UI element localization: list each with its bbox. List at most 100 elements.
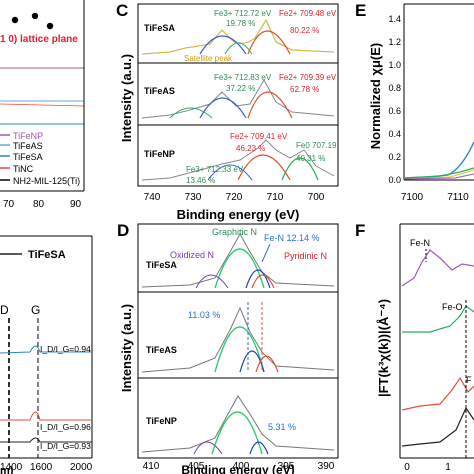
peak-marker-dot bbox=[46, 22, 54, 30]
x-tick-label: 400 bbox=[233, 461, 250, 472]
x-tick-label: 395 bbox=[278, 461, 295, 472]
x-tick-label: 0 bbox=[404, 462, 410, 473]
lattice-plane-label: 1 0) lattice plane bbox=[0, 34, 78, 45]
x-axis-label: Binding energy (eV) bbox=[181, 463, 294, 474]
fit-annotation: Fe2+ 709.41 eV bbox=[230, 132, 288, 141]
ratio-label: I_D/I_G=0.96 bbox=[40, 422, 91, 432]
graphitic-n-peak bbox=[214, 248, 265, 289]
satellite-fit bbox=[224, 42, 253, 55]
peak-label-g: G bbox=[31, 303, 40, 317]
legend-entry: TiFeSA bbox=[13, 152, 43, 162]
sample-label: TiFeNP bbox=[144, 149, 175, 159]
x-tick-label: 720 bbox=[226, 192, 243, 203]
diffraction-dots bbox=[11, 12, 54, 30]
ratio-label: I_D/I_G=0.94 bbox=[40, 344, 91, 354]
y-tick-label: 0.6 bbox=[388, 106, 401, 116]
fit-annotation: 19.78 % bbox=[226, 19, 255, 28]
fe-n-peak bbox=[249, 441, 269, 455]
fit-annotation: Graphitic N bbox=[212, 227, 257, 237]
fe-n-peak bbox=[245, 269, 271, 289]
x-tick-label: 70 bbox=[3, 199, 15, 210]
raman-trace bbox=[0, 345, 92, 354]
x-axis-label: Binding energy (eV) bbox=[177, 207, 300, 222]
sample-label: TiFeSA bbox=[146, 260, 177, 270]
fit-envelope bbox=[141, 19, 335, 55]
panel-b-partial: TiFeSA D G I_D/I_G=0.94 I_D/I_G=0.96 I_D… bbox=[0, 235, 93, 474]
fit-annotation: 11.03 % bbox=[188, 310, 220, 320]
fit-annotation: 13.46 % bbox=[186, 176, 215, 185]
sample-label: TiFeSA bbox=[144, 23, 175, 33]
oxidized-n-peak bbox=[193, 441, 223, 455]
raw-spectrum bbox=[141, 139, 335, 181]
x-ticks: 740 730 720 710 700 bbox=[144, 192, 325, 203]
raw-spectrum bbox=[141, 232, 335, 288]
x-tick-label: 700 bbox=[308, 192, 325, 203]
fe3-peak bbox=[199, 35, 247, 55]
xanes-trace bbox=[403, 167, 474, 179]
raman-trace bbox=[0, 437, 92, 443]
oxidized-n-peak bbox=[195, 274, 229, 289]
fit-annotation: Fe2+ 709.48 eV bbox=[279, 9, 337, 18]
fe-n-peak bbox=[239, 350, 265, 373]
legend-entry: TiNC bbox=[13, 164, 34, 174]
bond-annotation: F bbox=[466, 375, 472, 385]
y-tick-label: 0.0 bbox=[388, 175, 401, 185]
panel-letter: F bbox=[355, 221, 365, 240]
fit-annotation: Fe0 707.19 bbox=[296, 141, 337, 150]
fit-annotation: Fe2+ 709.39 eV bbox=[279, 73, 337, 82]
panel-letter: E bbox=[355, 1, 366, 20]
ratio-label: I_D/I_G=0.93 bbox=[40, 441, 91, 451]
raw-spectrum bbox=[141, 78, 335, 119]
peak-label-d: D bbox=[0, 303, 9, 317]
x-tick-label: 1600 bbox=[30, 462, 53, 473]
y-axis-label: Intensity (a.u.) bbox=[119, 54, 134, 142]
y-tick-label: 0.8 bbox=[388, 83, 401, 93]
legend: TiFeNP TiFeAS TiFeSA TiNC NH2-MIL-125(Ti… bbox=[0, 131, 80, 186]
peak-marker-dot bbox=[11, 16, 19, 24]
fit-annotation: 37.22 % bbox=[226, 84, 255, 93]
x-tick-label: 405 bbox=[188, 461, 205, 472]
peak-marker-dot bbox=[31, 12, 39, 20]
fe0-peak bbox=[281, 157, 319, 181]
x-tick-label: 1400 bbox=[0, 462, 23, 473]
sample-label: TiFeAS bbox=[144, 86, 175, 96]
x-tick-label: 7100 bbox=[401, 192, 424, 203]
panel-c: C Intensity (a.u.) TiFeSA Fe3+ 712.72 eV… bbox=[116, 1, 339, 222]
sample-label: TiFeNP bbox=[146, 416, 177, 426]
legend-entry: TiFeAS bbox=[13, 141, 43, 151]
y-axis-label: Normalized χμ(E) bbox=[368, 43, 383, 149]
x-tick-label: 730 bbox=[185, 192, 202, 203]
legend-entry: TiFeSA bbox=[28, 249, 66, 261]
satellite-fit bbox=[169, 107, 213, 119]
fit-annotation: Fe3+ 712.83 eV bbox=[214, 73, 272, 82]
x-tick-label: 740 bbox=[144, 192, 161, 203]
legend-entry: NH2-MIL-125(Ti) bbox=[13, 176, 80, 186]
legend-entry: TiFeNP bbox=[13, 131, 43, 141]
raw-spectrum bbox=[141, 306, 335, 373]
y-axis-label: Intensity (a.u.) bbox=[119, 304, 134, 392]
y-tick-label: 1.0 bbox=[388, 60, 401, 70]
y-axis-label: |FT(k³χ(k))|(Å⁻⁴) bbox=[376, 299, 391, 397]
fit-annotation: 62.78 % bbox=[290, 85, 319, 94]
plot-frame bbox=[137, 223, 339, 459]
fit-annotation: Fe3+ 712.72 eV bbox=[214, 9, 272, 18]
graphitic-n-peak bbox=[214, 326, 265, 373]
x-tick-label: 2000 bbox=[70, 462, 93, 473]
panel-letter: D bbox=[117, 221, 129, 240]
fit-annotation: Fe-N 12.14 % bbox=[264, 233, 320, 243]
panel-e: E Normalized χμ(E) 0.0 0.2 0.4 0.6 0.8 1… bbox=[355, 1, 474, 203]
raman-trace bbox=[0, 411, 92, 421]
fit-annotation: Fe3+ 712.33 eV bbox=[186, 165, 244, 174]
x-ticks: 410 405 400 395 390 bbox=[143, 461, 335, 472]
y-ticks: 0.0 0.2 0.4 0.6 0.8 1.0 1.2 1.4 bbox=[388, 14, 401, 185]
fit-annotation: 5.31 % bbox=[268, 422, 296, 432]
y-tick-label: 0.4 bbox=[388, 129, 401, 139]
pyridinic-n-peak bbox=[251, 274, 275, 289]
exafs-trace bbox=[402, 305, 474, 333]
bond-annotation: Fe-O bbox=[442, 302, 463, 312]
pyridinic-n-peak bbox=[255, 355, 279, 373]
panel-letter: C bbox=[116, 1, 128, 20]
fit-annotation: Satellite peak bbox=[184, 54, 233, 63]
fe2-peak bbox=[247, 91, 293, 119]
